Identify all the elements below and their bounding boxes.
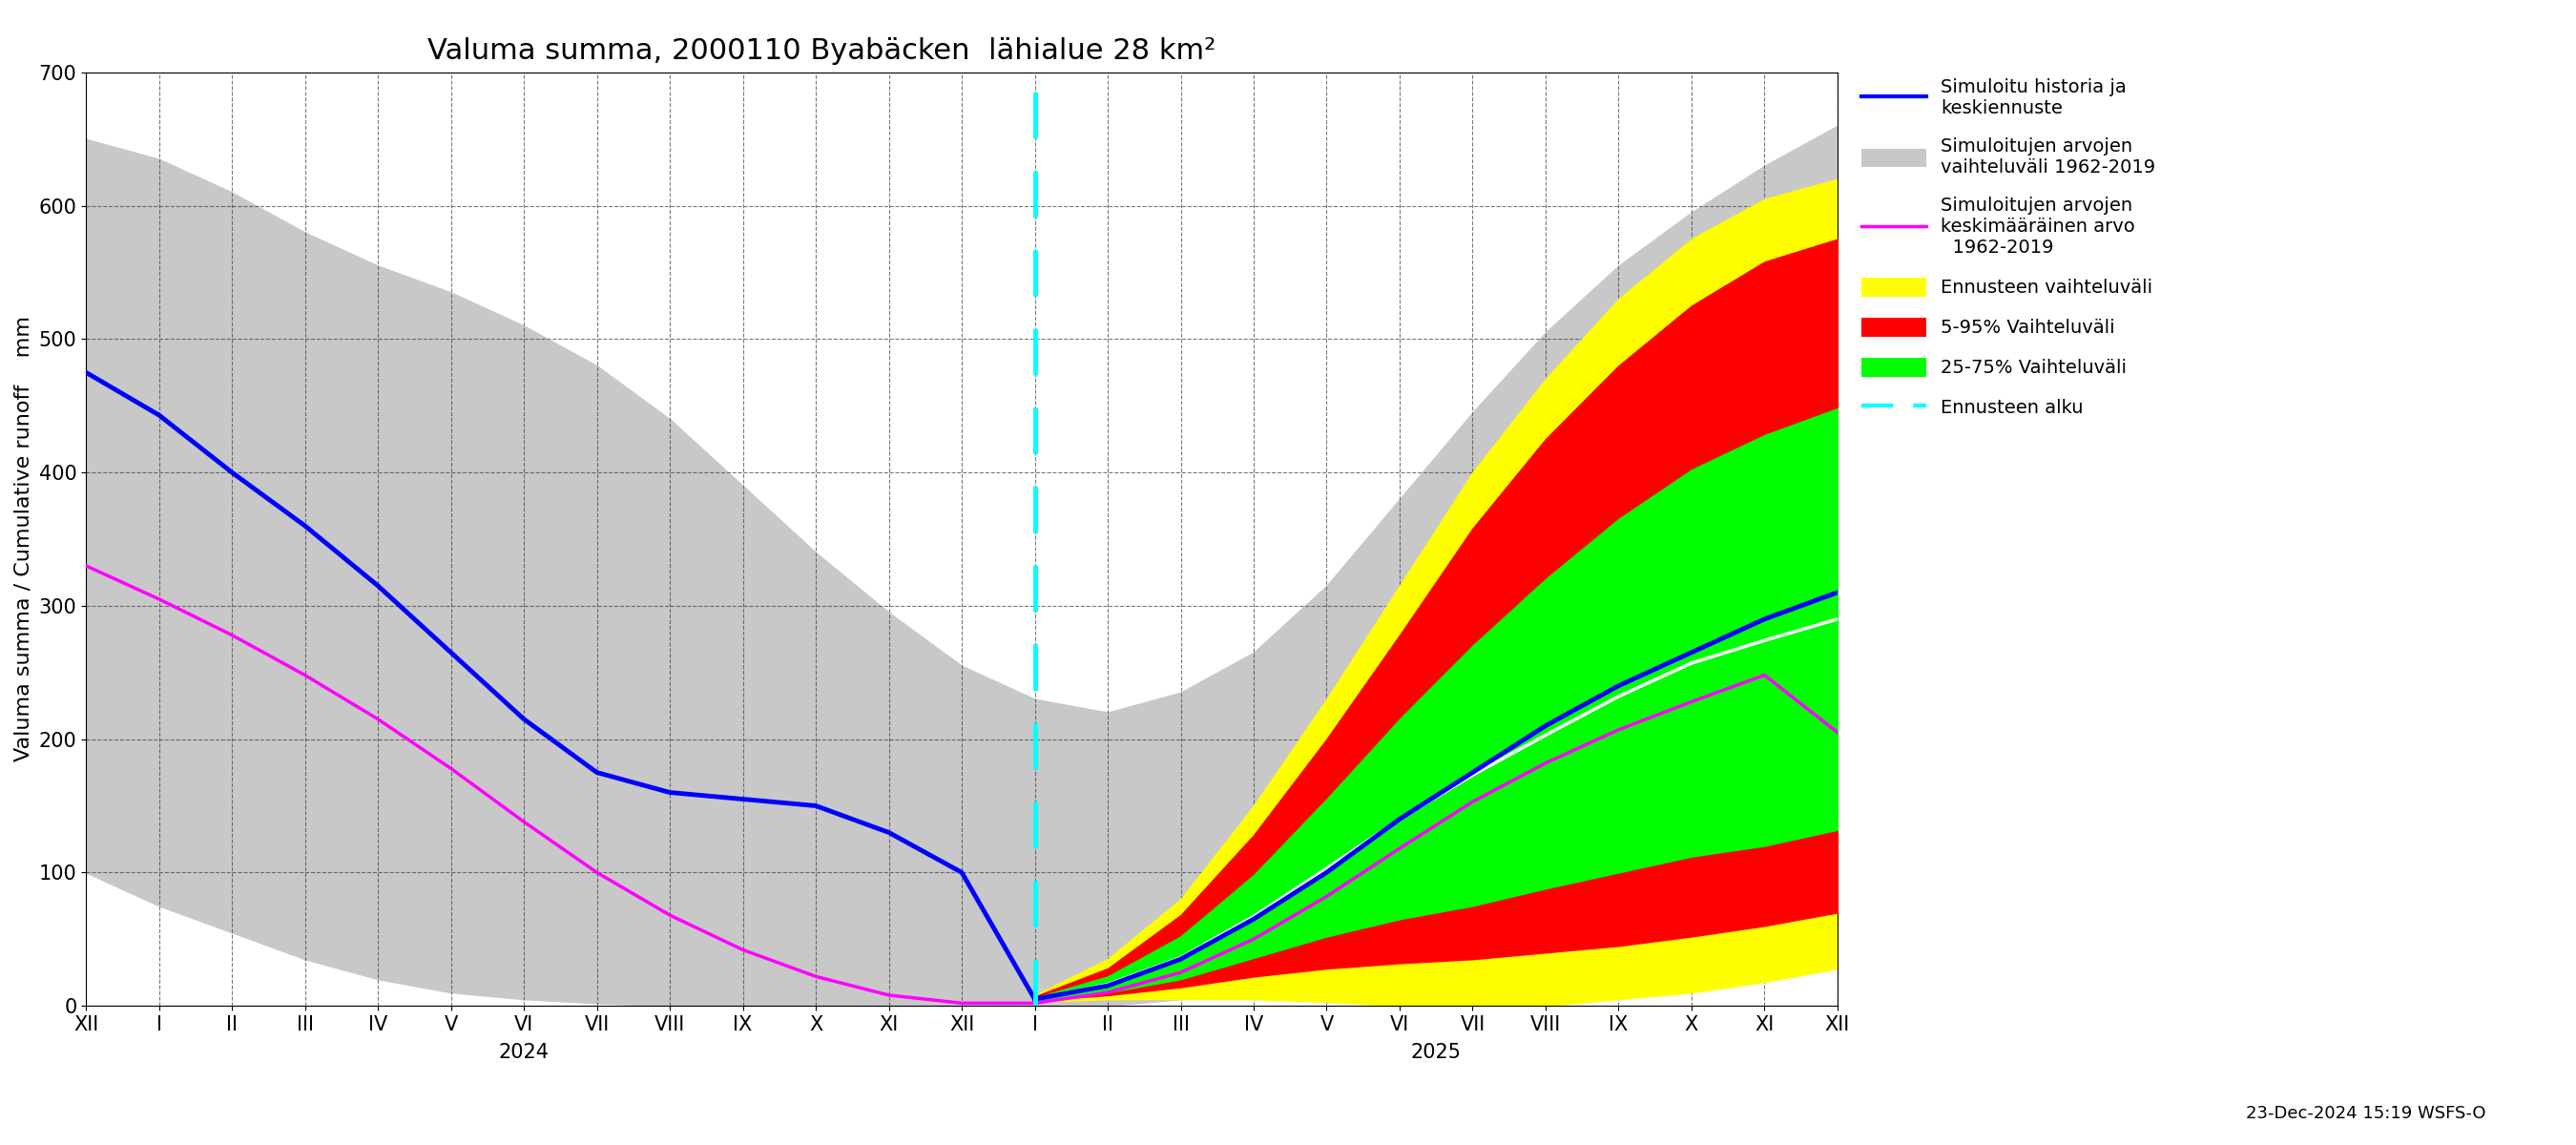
Y-axis label: Valuma summa / Cumulative runoff    mm: Valuma summa / Cumulative runoff mm	[15, 316, 33, 761]
Text: 2024: 2024	[500, 1043, 549, 1063]
Text: 2025: 2025	[1412, 1043, 1461, 1063]
Title: Valuma summa, 2000110 Byabäcken  lähialue 28 km²: Valuma summa, 2000110 Byabäcken lähialue…	[428, 37, 1216, 65]
Text: 23-Dec-2024 15:19 WSFS-O: 23-Dec-2024 15:19 WSFS-O	[2246, 1105, 2486, 1122]
Legend: Simuloitu historia ja
keskiennuste, Simuloitujen arvojen
vaihteluväli 1962-2019,: Simuloitu historia ja keskiennuste, Simu…	[1855, 72, 2161, 423]
